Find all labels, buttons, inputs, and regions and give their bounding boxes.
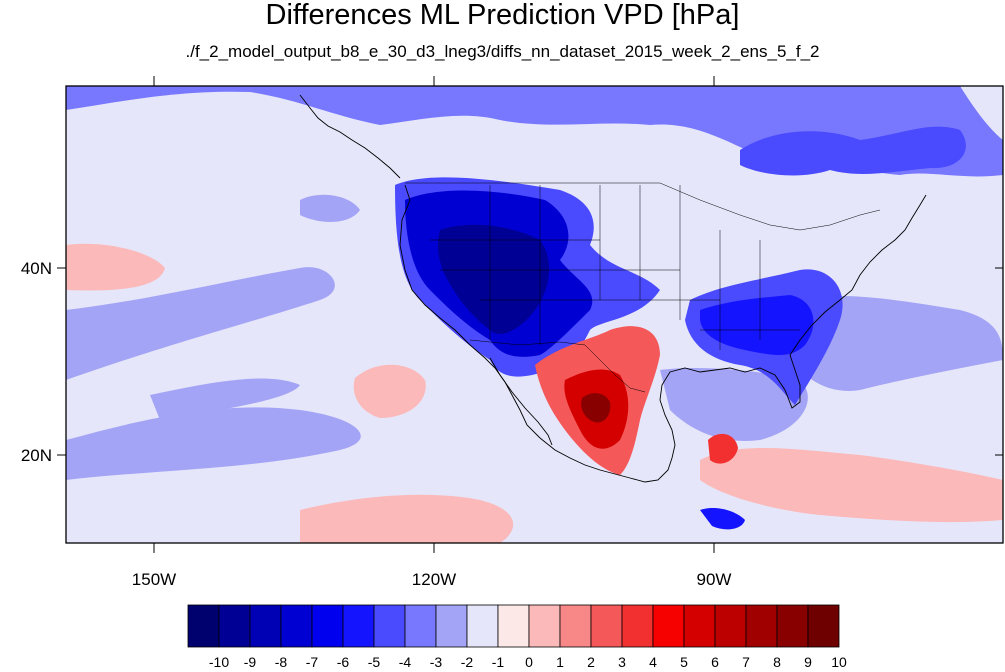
colorbar-swatch [187, 604, 220, 648]
colorbar-swatch [435, 604, 468, 648]
colorbar-swatch [373, 604, 406, 648]
map-title: Differences ML Prediction VPD [hPa] [265, 0, 740, 31]
colorbar-label: 3 [618, 654, 626, 670]
colorbar-swatch [621, 604, 654, 648]
coastline-baja [489, 357, 553, 446]
border-us-canada [405, 182, 881, 231]
map-frame [65, 85, 1004, 544]
lat-label: 40N [21, 259, 52, 278]
colorbar-swatch [745, 604, 778, 648]
field-region-southeast-dark [700, 295, 814, 355]
lat-label: 20N [21, 446, 52, 465]
colorbar-swatch [528, 604, 561, 648]
colorbar-swatch [559, 604, 592, 648]
colorbar-swatch [683, 604, 716, 648]
colorbar-swatch [404, 604, 437, 648]
colorbar-swatch [590, 604, 623, 648]
colorbar-label: 4 [649, 654, 657, 670]
field-region-west-us-core [437, 224, 550, 334]
field-region-pacific-blue-3 [66, 407, 361, 480]
field-region-pacific-red-2 [353, 364, 426, 418]
map-subtitle: ./f_2_model_output_b8_e_30_d3_lneg3/diff… [185, 42, 820, 61]
colorbar-swatch [497, 604, 530, 648]
lon-label: 150W [132, 570, 176, 589]
colorbar-swatch [714, 604, 747, 648]
coastline-north-america [399, 184, 927, 483]
colorbar-label: 6 [711, 654, 719, 670]
colorbar-label: -8 [275, 654, 288, 670]
colorbar-label: -2 [461, 654, 474, 670]
colorbar-label: 9 [804, 654, 812, 670]
colorbar-swatch [652, 604, 685, 648]
colorbar-label: 8 [773, 654, 781, 670]
colorbar-label: 1 [556, 654, 564, 670]
colorbar-label: -1 [492, 654, 505, 670]
colorbar-label: -4 [399, 654, 412, 670]
colorbar-label: 10 [831, 654, 847, 670]
field-region-central-america-blue [700, 508, 745, 530]
coastlines [299, 94, 927, 483]
coastline-alaska-panhandle [299, 94, 401, 179]
field-region-pacific-red-3 [300, 494, 514, 543]
field-region-caribbean-red [700, 448, 1003, 523]
field-region-mexico-peak [581, 393, 611, 423]
field-region-gulf-blue [660, 368, 808, 441]
colorbar: -10 -9 -8 -7 -6 -5 -4 -3 -2 -1 0 1 2 3 4 5 6 7 8 9 10 [187, 604, 847, 670]
colorbar-label: 0 [525, 654, 533, 670]
colorbar-label: -7 [306, 654, 319, 670]
colorbar-label: 7 [742, 654, 750, 670]
lon-label: 90W [697, 570, 732, 589]
colorbar-swatch [466, 604, 499, 648]
field-region-atlantic-blue [790, 295, 1003, 391]
map-panel [66, 86, 1003, 543]
field-region-pacific-red-1 [66, 243, 165, 291]
border-state-lines [430, 185, 800, 350]
colorbar-swatch [311, 604, 344, 648]
colorbar-label: -5 [368, 654, 381, 670]
colorbar-swatch [218, 604, 251, 648]
field-region-central-america-red [708, 433, 738, 464]
border-us-mexico [469, 339, 646, 393]
axis-ticks [57, 76, 1003, 553]
field-region-pacific-blue-4 [300, 194, 360, 222]
political-borders [405, 182, 881, 393]
colorbar-label: -6 [337, 654, 350, 670]
field-region-north-dark [740, 126, 966, 176]
colorbar-label: 5 [680, 654, 688, 670]
colorbar-swatch [807, 604, 840, 648]
colorbar-swatch [280, 604, 313, 648]
field-region-pacific-blue-2 [150, 378, 300, 420]
colorbar-swatch [776, 604, 809, 648]
field-region-pacific-blue-1 [66, 267, 335, 380]
colorbar-label: 2 [587, 654, 595, 670]
colorbar-swatch [249, 604, 282, 648]
colorbar-swatch [342, 604, 375, 648]
colorbar-label: -9 [244, 654, 257, 670]
lon-label: 120W [412, 570, 456, 589]
colorbar-label: -3 [430, 654, 443, 670]
colorbar-label: -10 [209, 654, 229, 670]
